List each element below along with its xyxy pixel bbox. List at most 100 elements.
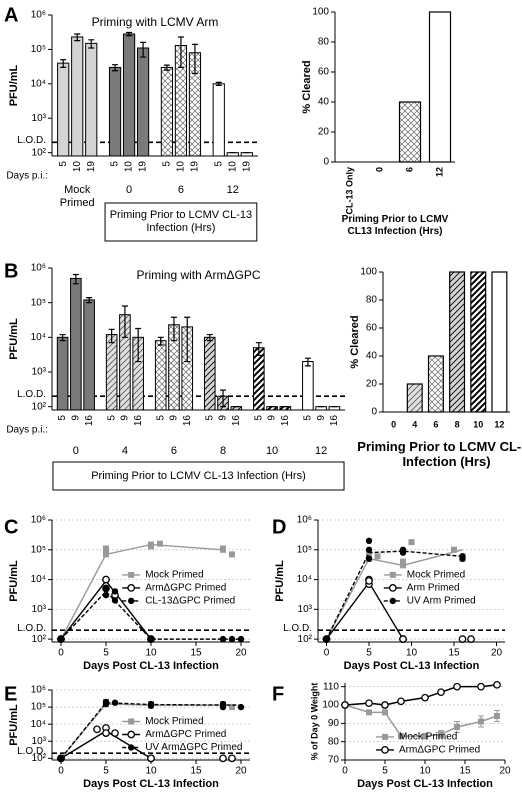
y-tick-label: 10⁴ — [31, 719, 46, 730]
x-tick-label: 0 — [324, 648, 330, 659]
group-label: 10 — [265, 445, 279, 457]
day-label: 5 — [303, 415, 314, 421]
bar — [428, 11, 452, 163]
point — [365, 537, 373, 545]
day-label: 5 — [204, 415, 215, 421]
group-axis-label: Priming Prior to LCMV CL-13 Infection (H… — [109, 209, 253, 234]
legend-swatch — [128, 744, 135, 751]
bar — [154, 340, 167, 411]
x-axis-label: Days Post CL-13 Infection — [83, 778, 219, 790]
bar — [398, 101, 422, 163]
point — [237, 703, 245, 711]
y-tick-label: 10⁴ — [31, 78, 46, 89]
x-axis-label: Days Post CL-13 Infection — [344, 660, 480, 672]
error-bar — [157, 336, 164, 346]
y-axis-label: PFU/mL — [8, 64, 20, 106]
point — [408, 539, 415, 546]
day-label: 9 — [218, 415, 229, 421]
x-tick-label: 0 — [58, 766, 64, 777]
error-bar — [72, 273, 79, 285]
panel-letter: C — [4, 516, 18, 538]
x-tick-label: 0 — [374, 167, 384, 172]
point — [147, 635, 155, 643]
point — [111, 729, 119, 737]
point — [422, 733, 428, 740]
point — [366, 551, 372, 558]
y-tick-label: 10⁵ — [31, 544, 46, 555]
lod-label: L.O.D. — [17, 623, 46, 634]
group-label: 12 — [226, 184, 239, 196]
legend-label: Mock Primed — [145, 716, 203, 727]
legend-label: ArmΔGPC Primed — [399, 745, 480, 756]
y-tick-label: 0 — [323, 157, 329, 168]
error-bar — [135, 327, 142, 363]
error-bar — [140, 41, 147, 58]
point — [228, 754, 236, 763]
point — [453, 682, 461, 691]
x-tick-label: 0 — [58, 648, 64, 659]
legend-swatch — [389, 571, 396, 578]
chart-title: Priming with LCMV Arm — [92, 15, 219, 29]
day-label: 19 — [241, 161, 252, 173]
bar — [83, 299, 95, 411]
day-label: 5 — [162, 161, 173, 167]
days-label: Days p.i.: — [6, 425, 48, 436]
day-label: 16 — [182, 415, 193, 427]
point — [399, 635, 407, 643]
x-tick-label: 12 — [494, 419, 504, 429]
day-label: 16 — [84, 415, 95, 427]
lod-label: L.O.D. — [17, 389, 46, 400]
x-tick-label: 4 — [412, 419, 417, 429]
mean-line — [60, 543, 224, 640]
y-tick-label: 10² — [32, 147, 47, 158]
y-tick-label: 80 — [328, 736, 340, 747]
point — [478, 718, 484, 725]
legend-label: CL-13ΔGPC Primed — [145, 596, 235, 607]
day-label: 9 — [267, 415, 278, 421]
x-tick-label: 5 — [382, 766, 388, 777]
point — [111, 597, 119, 604]
point — [228, 635, 236, 643]
mean-line — [60, 590, 241, 640]
days-label: Days p.i.: — [6, 171, 48, 182]
point — [365, 555, 373, 562]
bar — [71, 36, 84, 157]
point — [467, 635, 475, 643]
y-tick-label: 100 — [360, 267, 377, 278]
bar — [491, 271, 508, 413]
day-label: 19 — [190, 161, 201, 173]
day-label: 10 — [124, 161, 135, 173]
y-tick-label: 10⁵ — [31, 702, 46, 713]
day-label: 9 — [120, 415, 131, 421]
panel-letter: F — [272, 683, 284, 705]
point — [102, 700, 110, 708]
day-label: 16 — [133, 415, 144, 427]
point — [451, 546, 457, 553]
legend-swatch — [128, 718, 135, 725]
x-tick-label: 20 — [235, 648, 247, 659]
point — [219, 700, 227, 708]
point — [102, 591, 110, 599]
bar — [449, 271, 466, 413]
x-tick-label: 0 — [391, 419, 396, 429]
x-tick-label: 20 — [235, 766, 247, 777]
y-axis-label: % of Day 0 Weight — [309, 683, 319, 761]
y-tick-label: 60 — [318, 67, 330, 78]
y-tick-label: 10⁶ — [297, 515, 312, 526]
point — [438, 731, 444, 738]
x-tick-label: 15 — [190, 766, 202, 777]
y-tick-label: 10⁶ — [31, 515, 46, 526]
error-bar — [215, 81, 222, 87]
bar — [85, 42, 98, 157]
point — [365, 577, 373, 585]
error-bar — [220, 389, 227, 408]
panel-letter: E — [4, 683, 17, 705]
legend-label: UV Arm Primed — [407, 596, 476, 607]
point — [381, 701, 389, 709]
x-tick-label: 15 — [190, 648, 202, 659]
y-axis-label: PFU/mL — [8, 704, 20, 746]
x-tick-label: 15 — [448, 648, 460, 659]
point — [400, 558, 406, 565]
